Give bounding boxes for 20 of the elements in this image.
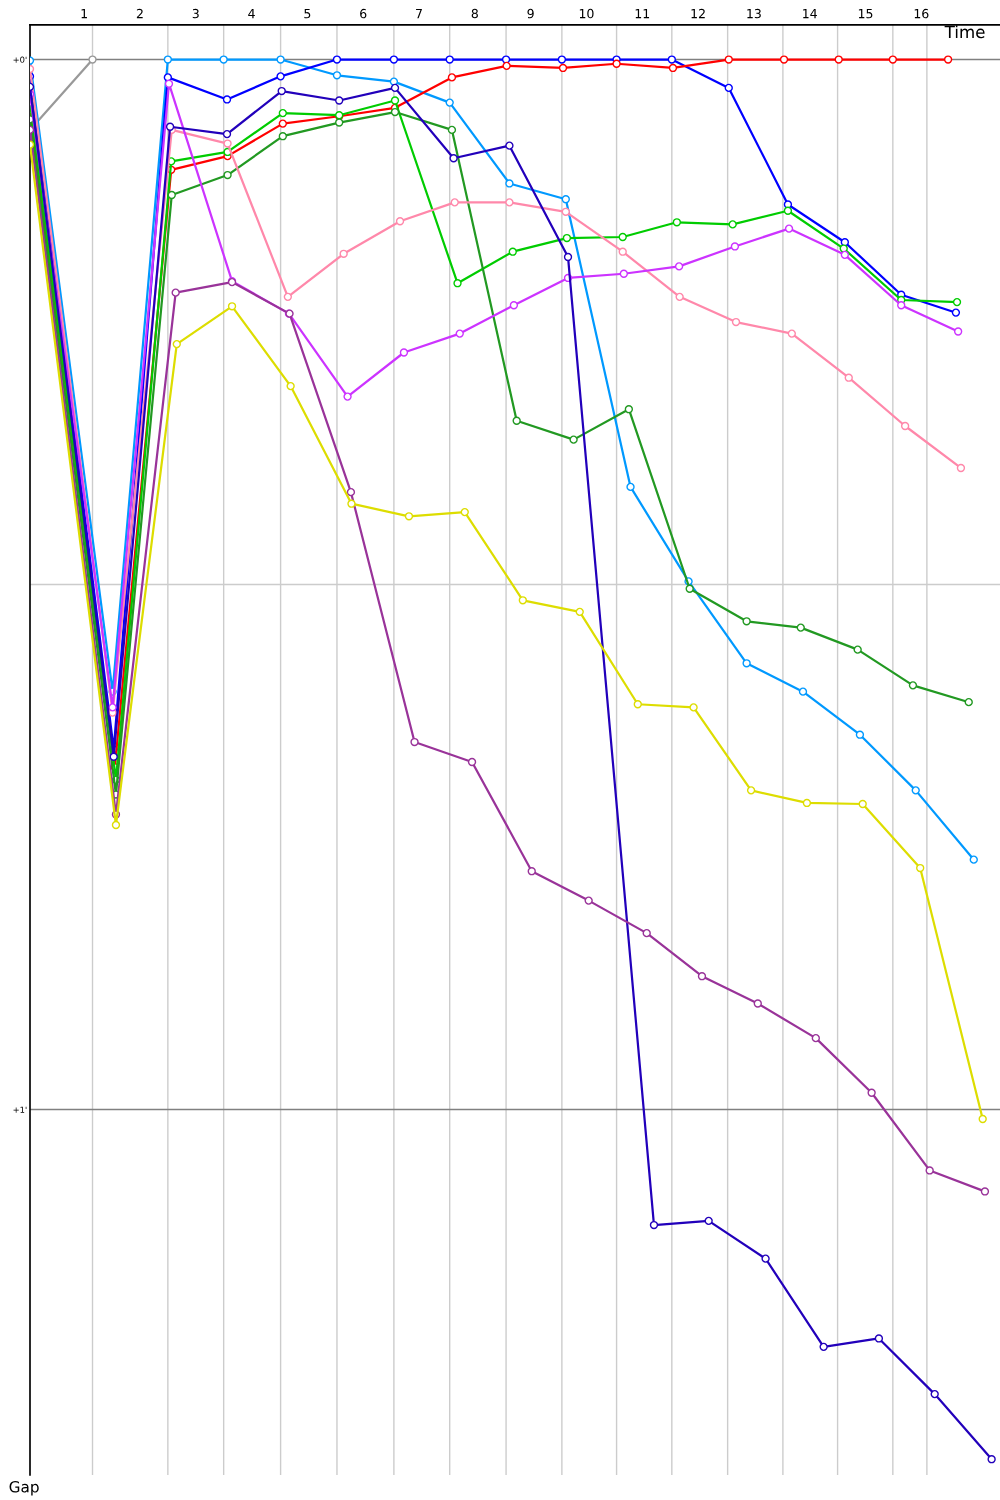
x-tick-label: 11 xyxy=(635,9,650,19)
y-axis-title: Gap xyxy=(9,1481,39,1496)
x-tick-label: 4 xyxy=(248,9,255,19)
x-tick-label: 9 xyxy=(527,8,534,19)
x-tick-label: 6 xyxy=(360,8,367,19)
x-tick-label: 14 xyxy=(803,9,817,19)
x-tick-label: 10 xyxy=(579,8,594,19)
x-tick-label: 12 xyxy=(691,8,705,19)
x-tick-label: 13 xyxy=(747,8,761,19)
y-tick-label: +1' xyxy=(13,1106,27,1113)
x-tick-label: 2 xyxy=(136,8,143,19)
y-tick-label: +0' xyxy=(13,56,27,63)
x-tick-label: 5 xyxy=(304,9,311,19)
x-tick-label: 7 xyxy=(416,9,422,19)
x-tick-label: 8 xyxy=(471,8,478,19)
x-tick-label: 1 xyxy=(81,9,87,19)
x-axis-title: Time xyxy=(944,25,985,39)
x-tick-label: 3 xyxy=(192,8,199,19)
x-tick-label: 15 xyxy=(858,9,873,19)
x-tick-label: 16 xyxy=(914,8,929,19)
